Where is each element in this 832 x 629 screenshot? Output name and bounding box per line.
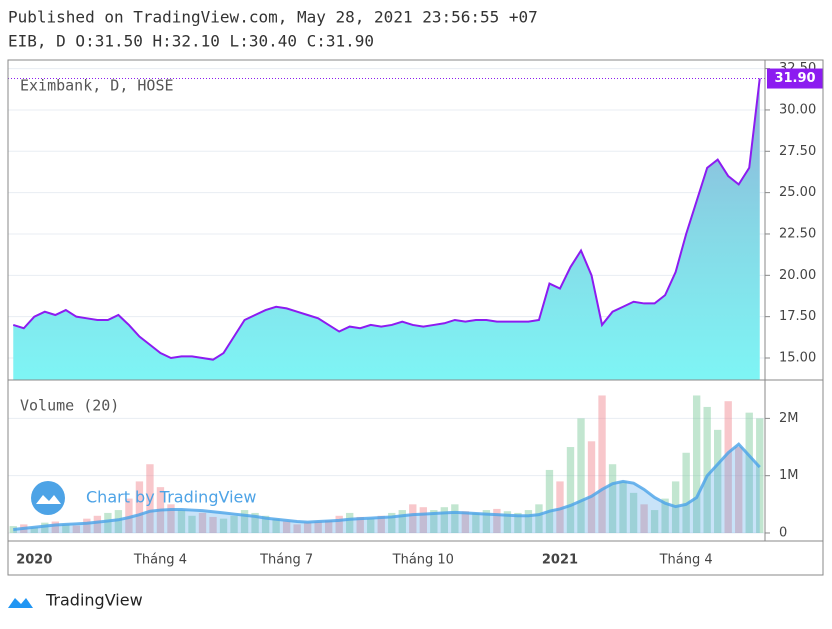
ma-line bbox=[13, 442, 761, 532]
y-tick-label: 30.00 bbox=[779, 102, 816, 117]
volume-bar bbox=[272, 518, 280, 533]
volume-bar bbox=[514, 512, 522, 533]
volume-bar bbox=[219, 518, 228, 533]
last-price-label: 31.90 bbox=[774, 71, 815, 86]
legend: Eximbank, D, HOSE bbox=[20, 77, 174, 95]
volume-bar bbox=[251, 512, 259, 533]
ohlc: EIB, D O:31.50 H:32.10 L:30.40 C:31.90 bbox=[8, 32, 374, 51]
volume-bar bbox=[409, 504, 417, 533]
volume-bar bbox=[51, 521, 59, 533]
volume-bar bbox=[93, 515, 102, 533]
volume-bar bbox=[472, 512, 480, 533]
volume-bar bbox=[493, 508, 501, 533]
volume-bar bbox=[608, 464, 617, 533]
volume-bar bbox=[566, 447, 575, 533]
volume-bar bbox=[62, 524, 70, 533]
volume-bar bbox=[629, 492, 638, 533]
volume-bar bbox=[114, 510, 123, 533]
volume-bar bbox=[135, 481, 144, 533]
volume-bar bbox=[240, 510, 249, 533]
y-tick-label: 27.50 bbox=[779, 144, 816, 159]
x-tick-label: Tháng 10 bbox=[392, 553, 454, 568]
y-tick-label: 25.00 bbox=[779, 185, 816, 200]
y-tick-label: 22.50 bbox=[779, 226, 816, 241]
volume-bar bbox=[230, 515, 238, 533]
x-tick-label: Tháng 7 bbox=[259, 553, 313, 568]
x-tick-label: 2021 bbox=[542, 553, 578, 568]
volume-bar bbox=[303, 522, 312, 533]
volume-bar bbox=[30, 527, 38, 533]
price-area bbox=[13, 78, 760, 380]
volume-bar bbox=[367, 518, 375, 533]
watermark-text: Chart by TradingView bbox=[86, 488, 256, 507]
y-tick-label: 0 bbox=[779, 525, 787, 540]
volume-bar bbox=[535, 504, 543, 533]
volume-bar bbox=[692, 395, 701, 533]
volume-bar bbox=[430, 510, 438, 533]
legend: Volume (20) bbox=[20, 397, 119, 415]
volume-bar bbox=[745, 412, 753, 533]
volume-bar bbox=[724, 401, 732, 533]
x-tick-label: 2020 bbox=[16, 553, 52, 568]
volume-bar bbox=[482, 510, 491, 533]
watermark: Chart by TradingView bbox=[31, 481, 256, 515]
volume-bar bbox=[177, 510, 186, 533]
volume-bar bbox=[598, 395, 606, 533]
y-tick-label: 20.00 bbox=[779, 268, 816, 283]
volume-bar bbox=[451, 504, 459, 533]
volume-bar bbox=[314, 521, 322, 533]
volume-bar bbox=[198, 512, 207, 533]
footer-text: TradingView bbox=[45, 591, 143, 610]
volume-bar bbox=[587, 441, 596, 533]
y-tick-label: 15.00 bbox=[779, 351, 816, 366]
volume-bar bbox=[735, 447, 743, 533]
volume-bar bbox=[661, 498, 669, 533]
volume-bar bbox=[41, 522, 49, 533]
volume-bar bbox=[398, 510, 406, 533]
volume-bar bbox=[524, 510, 533, 533]
x-tick-label: Tháng 4 bbox=[133, 553, 187, 568]
volume-bar bbox=[125, 498, 133, 533]
volume-bar bbox=[72, 525, 81, 533]
volume-bar bbox=[503, 511, 512, 533]
y-tick-label: 2M bbox=[779, 411, 799, 426]
volume-bar bbox=[346, 512, 354, 533]
volume-bar bbox=[756, 418, 764, 533]
volume-bar bbox=[83, 518, 91, 533]
volume-bar bbox=[461, 511, 470, 533]
volume-bar bbox=[356, 516, 364, 533]
volume-bar bbox=[282, 521, 291, 533]
volume-bar bbox=[146, 464, 154, 533]
volume-bar bbox=[440, 507, 449, 533]
volume-bar bbox=[703, 406, 711, 533]
volume-bar bbox=[324, 520, 333, 533]
volume-bar bbox=[293, 524, 301, 533]
volume-bar bbox=[388, 512, 396, 533]
volume-bar bbox=[556, 481, 564, 533]
volume-bar bbox=[167, 504, 175, 533]
y-tick-label: 17.50 bbox=[779, 309, 816, 324]
volume-bar bbox=[640, 504, 648, 533]
volume-bar bbox=[682, 452, 690, 533]
volume-bar bbox=[714, 429, 722, 533]
volume-bar bbox=[577, 418, 585, 533]
volume-bar bbox=[188, 515, 196, 533]
volume-bar bbox=[377, 515, 385, 533]
volume-bar bbox=[545, 469, 554, 533]
volume-bar bbox=[335, 515, 343, 533]
x-tick-label: Tháng 4 bbox=[659, 553, 713, 568]
volume-bar bbox=[650, 510, 659, 533]
volume-bar bbox=[104, 512, 112, 533]
last-price-box bbox=[767, 68, 823, 89]
footer-logo: TradingView bbox=[8, 591, 143, 610]
price-line bbox=[12, 78, 761, 361]
volume-bar bbox=[209, 516, 217, 533]
published: Published on TradingView.com, May 28, 20… bbox=[8, 8, 538, 27]
frame bbox=[7, 59, 824, 576]
y-tick-label: 1M bbox=[779, 468, 799, 483]
volume-bar bbox=[261, 515, 270, 533]
volume-bar bbox=[619, 481, 627, 533]
volume-bar bbox=[419, 507, 427, 533]
